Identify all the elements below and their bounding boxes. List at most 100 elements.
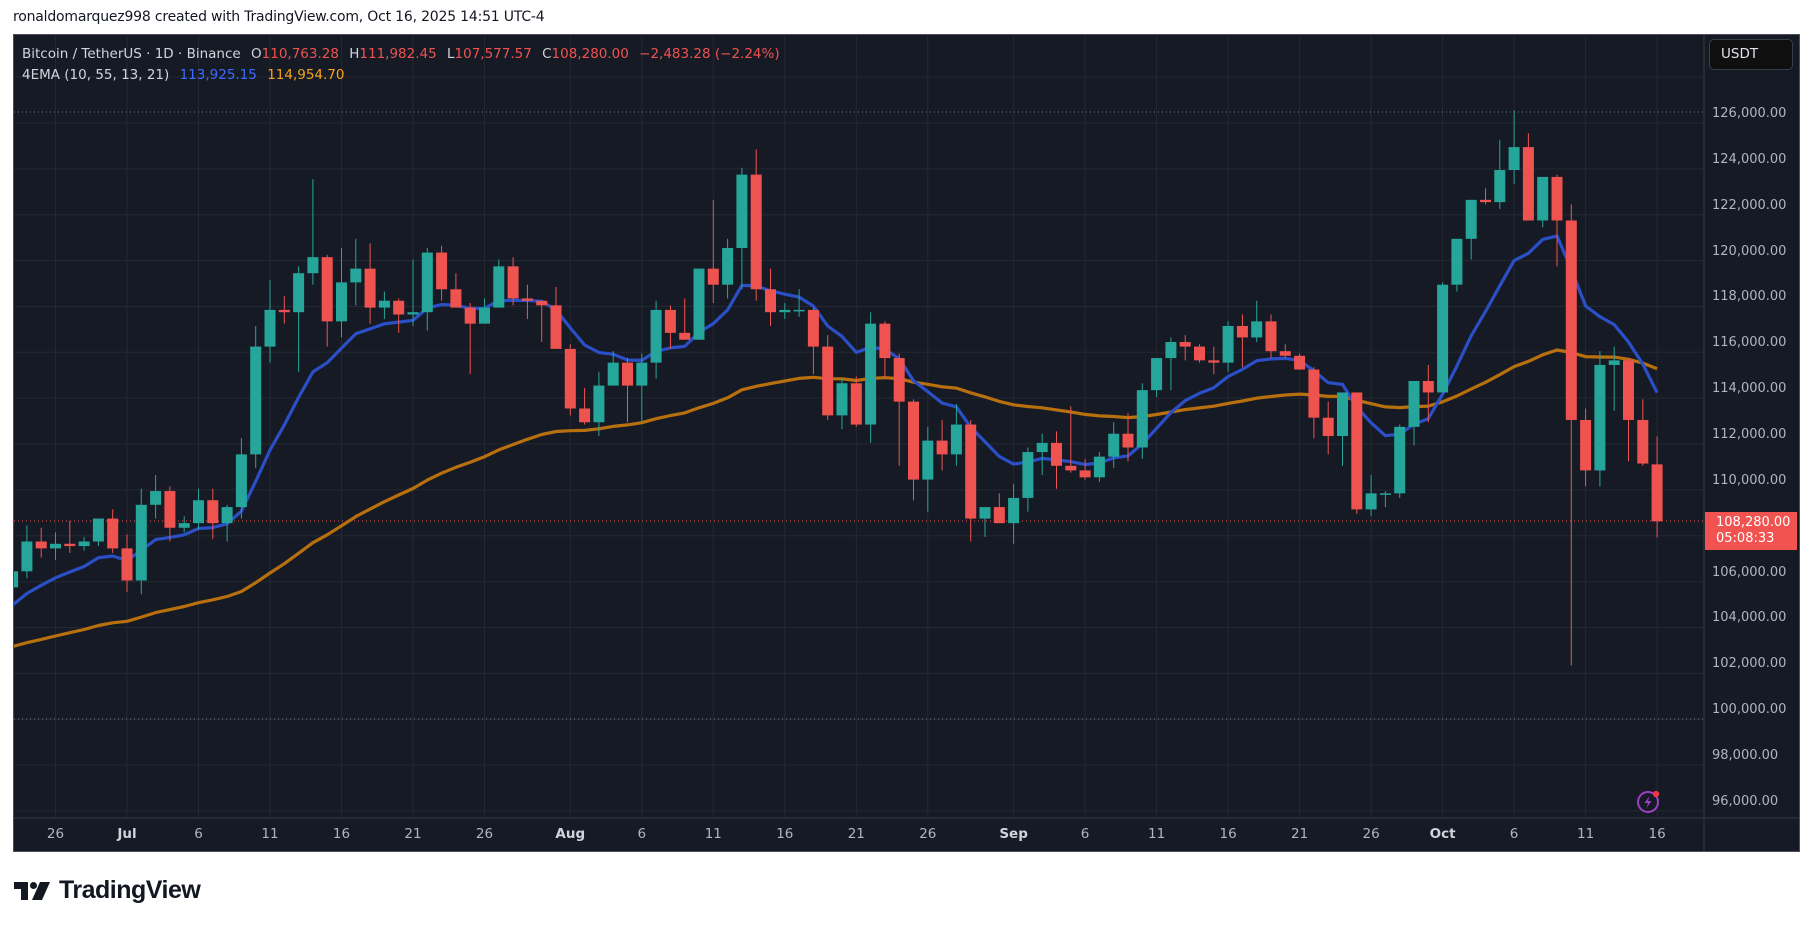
- candle: [879, 323, 891, 359]
- time-tick: 16: [1648, 826, 1666, 842]
- candle: [1236, 325, 1248, 338]
- candle: [836, 383, 848, 416]
- candle: [1265, 321, 1277, 352]
- candle: [1151, 358, 1163, 391]
- close-value: 108,280.00: [551, 46, 629, 62]
- candle: [135, 504, 147, 581]
- time-tick: 6: [1080, 826, 1090, 842]
- time-tick: 26: [919, 826, 937, 842]
- candle: [1623, 360, 1634, 420]
- candle: [722, 247, 734, 285]
- low-label: L: [446, 46, 455, 62]
- price-tick: 110,000.00: [1712, 472, 1787, 488]
- tradingview-wordmark: TradingView: [59, 876, 201, 904]
- candle: [321, 257, 333, 322]
- price-tick: 118,000.00: [1712, 289, 1787, 305]
- time-tick: 6: [637, 826, 647, 842]
- time-tick: 21: [404, 826, 422, 842]
- candle: [121, 548, 133, 581]
- candle: [1251, 321, 1263, 338]
- ema-slow-value: 114,954.70: [267, 67, 345, 83]
- alert-lightning-icon[interactable]: [1635, 787, 1663, 815]
- candle: [1122, 433, 1134, 448]
- legend-indicator-row: 4EMA (10, 55, 13, 21) 113,925.15 114,954…: [22, 65, 780, 86]
- candle: [693, 268, 705, 340]
- time-tick-month: Oct: [1429, 826, 1456, 842]
- candle: [1279, 351, 1291, 356]
- candle: [1065, 465, 1077, 471]
- price-tick: 112,000.00: [1712, 427, 1787, 443]
- candle: [14, 571, 19, 588]
- candle: [822, 346, 834, 416]
- candle: [64, 543, 76, 547]
- candle: [378, 300, 390, 308]
- candle: [1637, 419, 1649, 464]
- ema-fast-value: 113,925.15: [179, 67, 257, 83]
- time-tick: 6: [194, 826, 203, 842]
- time-tick-month: Aug: [555, 826, 586, 842]
- candle: [1022, 452, 1034, 498]
- candle: [765, 289, 776, 313]
- price-tick: 116,000.00: [1712, 335, 1787, 351]
- bar-countdown: 05:08:33: [1716, 531, 1775, 546]
- notification-dot-icon: [1652, 790, 1660, 798]
- candle: [865, 323, 877, 425]
- candle: [1208, 360, 1220, 363]
- candle: [750, 174, 762, 290]
- candle: [336, 282, 347, 322]
- time-tick: 16: [1219, 826, 1237, 842]
- candle: [407, 312, 419, 315]
- candle: [1008, 497, 1020, 524]
- candle: [1437, 284, 1449, 393]
- candle: [736, 174, 748, 248]
- candle: [936, 440, 948, 455]
- candle: [1551, 176, 1563, 221]
- candle: [21, 541, 33, 572]
- candle: [1179, 342, 1191, 347]
- candle: [1136, 390, 1148, 448]
- candle: [779, 309, 791, 313]
- candle: [793, 309, 805, 312]
- candle: [536, 300, 548, 306]
- time-tick: 26: [475, 826, 494, 842]
- candle: [464, 307, 476, 324]
- indicator-name[interactable]: 4EMA (10, 55, 13, 21): [22, 67, 170, 83]
- candle: [164, 491, 176, 528]
- time-tick: 16: [332, 826, 351, 842]
- high-label: H: [349, 46, 360, 62]
- time-tick: 21: [847, 826, 865, 842]
- close-label: C: [542, 46, 552, 62]
- candle: [421, 252, 433, 313]
- symbol-title[interactable]: Bitcoin / TetherUS · 1D · Binance: [22, 46, 241, 62]
- candle: [1108, 433, 1120, 457]
- candle: [235, 454, 247, 508]
- candle: [207, 500, 219, 524]
- candle: [150, 491, 162, 505]
- candle: [1580, 419, 1592, 471]
- candle: [1036, 442, 1048, 453]
- candle: [664, 309, 676, 333]
- candle: [1537, 176, 1549, 221]
- currency-button[interactable]: USDT: [1709, 39, 1793, 70]
- candle: [221, 507, 233, 524]
- candle: [307, 257, 319, 274]
- time-tick: 26: [46, 826, 65, 842]
- candle: [1051, 442, 1062, 466]
- tradingview-logo[interactable]: TradingView: [14, 876, 201, 905]
- candle: [1194, 346, 1205, 361]
- candle: [1308, 369, 1320, 418]
- candle: [993, 507, 1005, 524]
- time-tick: 26: [1362, 826, 1380, 842]
- candle: [1651, 464, 1663, 522]
- candle: [965, 424, 977, 519]
- candle: [493, 266, 505, 308]
- price-tick: 100,000.00: [1712, 702, 1787, 718]
- candle: [92, 518, 104, 542]
- time-tick-month: Jul: [117, 826, 137, 842]
- time-tick: 11: [1148, 826, 1166, 842]
- candle: [278, 309, 290, 313]
- candle: [350, 268, 362, 283]
- candle: [193, 500, 204, 524]
- candle: [922, 440, 934, 480]
